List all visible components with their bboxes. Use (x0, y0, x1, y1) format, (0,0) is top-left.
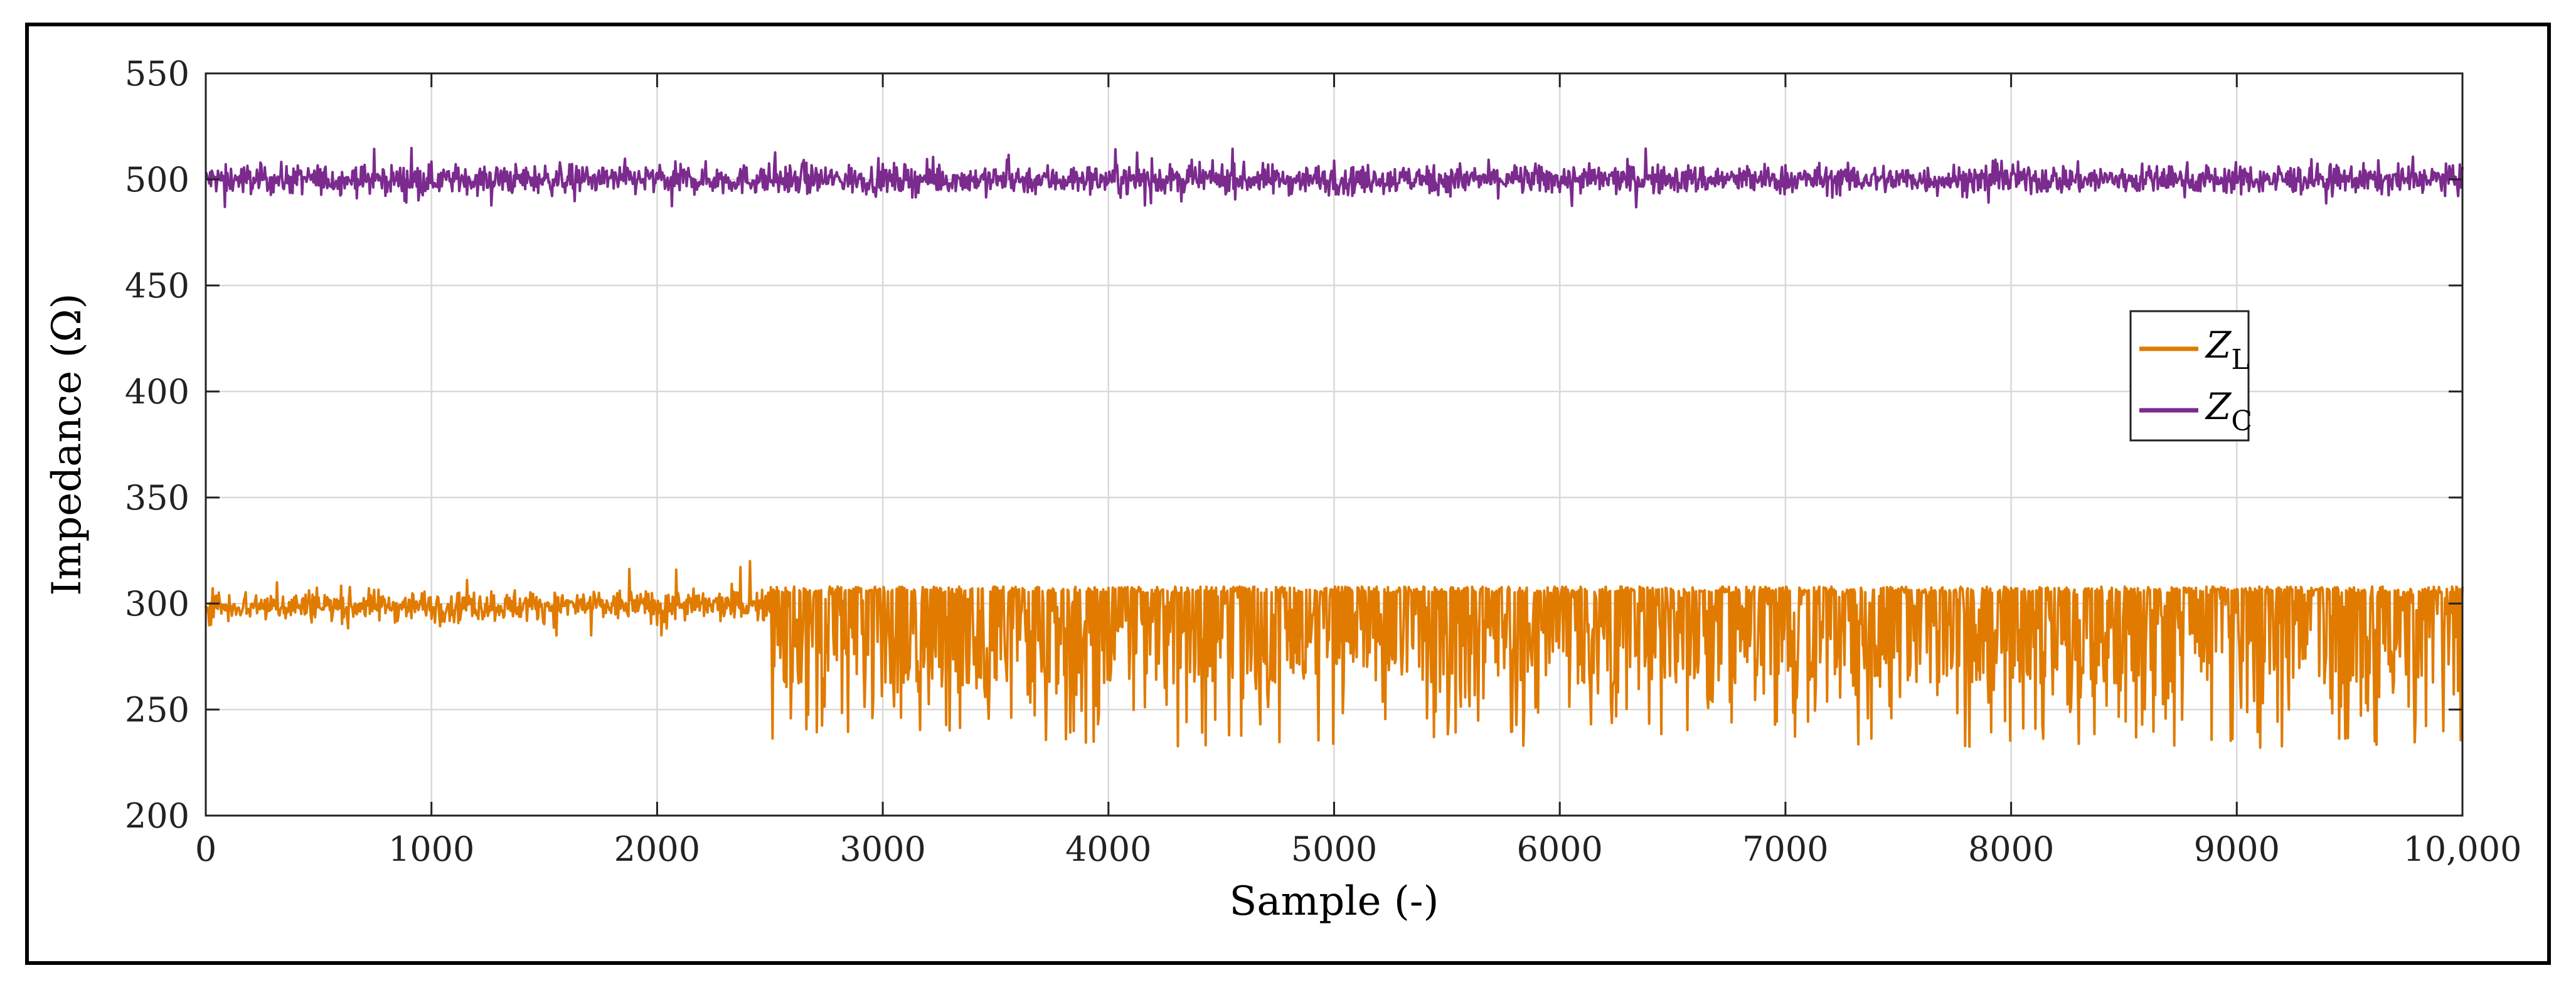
x-tick-label: 3000 (839, 829, 925, 869)
x-axis-label: Sample (-) (1230, 878, 1439, 925)
x-tick-label: 10,000 (2403, 829, 2522, 869)
legend-label-zl: ZL (2205, 324, 2250, 376)
y-axis-label: Impedance (Ω) (44, 293, 90, 595)
x-tick-label: 2000 (614, 829, 700, 869)
grid-lines (206, 73, 2462, 816)
legend-zc-sub: C (2231, 405, 2252, 437)
x-tick-label: 5000 (1291, 829, 1377, 869)
y-tick-label: 400 (125, 372, 189, 412)
series-zl-path (205, 560, 2464, 749)
legend: ZL ZC (2129, 310, 2252, 442)
y-tick-label: 550 (125, 54, 189, 93)
y-tick-label: 450 (125, 266, 189, 306)
series-zc-line (205, 147, 2464, 209)
y-tick-label: 500 (125, 160, 189, 200)
figure-frame (25, 23, 2551, 965)
x-tick-label: 8000 (1968, 829, 2054, 869)
legend-zl-main: Z (2205, 324, 2232, 366)
x-tick-label: 0 (195, 829, 216, 869)
series-zl-line (205, 560, 2464, 749)
x-tick-label: 6000 (1516, 829, 1602, 869)
x-tick-label: 1000 (388, 829, 474, 869)
y-tick-label: 300 (125, 584, 189, 624)
x-tick-label: 4000 (1065, 829, 1151, 869)
y-tick-label: 350 (125, 478, 189, 518)
y-tick-label: 200 (125, 796, 189, 836)
x-tick-label: 7000 (1742, 829, 1828, 869)
legend-zc-main: Z (2205, 385, 2232, 428)
axis-ticks: 0 1000 2000 3000 4000 5000 6000 7000 8000 9000 10,… (125, 54, 2522, 869)
legend-zl-sub: L (2231, 344, 2249, 376)
legend-label-zc: ZC (2205, 385, 2252, 437)
legend-box (2129, 310, 2250, 442)
series-zc-path (205, 147, 2464, 209)
x-tick-label: 9000 (2194, 829, 2280, 869)
y-tick-label: 250 (125, 690, 189, 730)
